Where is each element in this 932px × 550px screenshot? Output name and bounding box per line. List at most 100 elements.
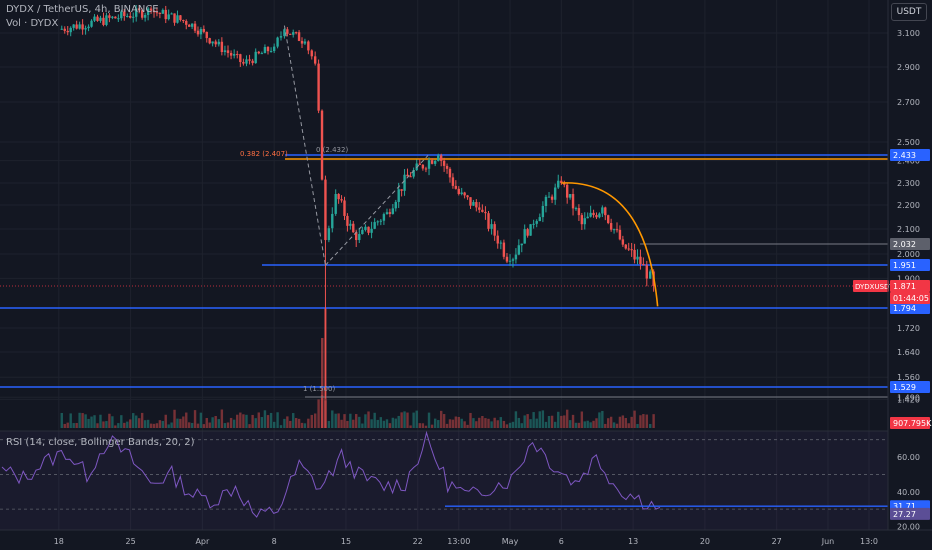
candle-body bbox=[269, 51, 273, 53]
volume-bar bbox=[361, 423, 364, 428]
volume-bar bbox=[63, 423, 66, 428]
candle-body bbox=[105, 15, 108, 25]
volume-bar bbox=[412, 412, 415, 428]
volume-bar bbox=[129, 419, 132, 428]
volume-bar bbox=[126, 421, 129, 428]
volume-bar bbox=[496, 420, 499, 428]
rsi-line bbox=[1, 430, 661, 518]
volume-bar bbox=[636, 424, 639, 428]
time-tick-label: May bbox=[502, 537, 519, 546]
volume-bar bbox=[463, 421, 466, 428]
candle-body bbox=[505, 256, 509, 262]
volume-bar bbox=[508, 422, 512, 428]
candle-body bbox=[457, 188, 460, 194]
time-tick-label: 13:00 bbox=[447, 537, 470, 546]
volume-bar bbox=[460, 418, 463, 428]
candle-body bbox=[481, 209, 484, 212]
volume-bar bbox=[182, 416, 185, 428]
volume-bar bbox=[601, 410, 604, 428]
candle-body bbox=[618, 229, 622, 240]
price-badge-box bbox=[890, 381, 930, 393]
volume-bar bbox=[93, 415, 96, 428]
volume-bar bbox=[571, 414, 575, 428]
volume-bar bbox=[574, 422, 578, 428]
price-tick-label: 1.900 bbox=[897, 274, 920, 283]
volume-bar bbox=[490, 421, 493, 428]
candle-body bbox=[276, 37, 279, 47]
candle-body bbox=[526, 229, 529, 236]
candle-body bbox=[182, 20, 185, 22]
volume-bar bbox=[310, 414, 313, 428]
volume-bar bbox=[517, 417, 521, 428]
candle-body bbox=[331, 213, 334, 229]
volume-bar bbox=[355, 414, 358, 428]
volume-bar bbox=[409, 425, 412, 428]
candle-body bbox=[149, 8, 153, 11]
candle-body bbox=[334, 194, 337, 214]
volume-bar bbox=[437, 420, 440, 428]
volume-bar bbox=[511, 421, 515, 428]
volume-badge-box bbox=[890, 417, 930, 429]
candle-body bbox=[639, 256, 642, 265]
price-tick-label: 2.400 bbox=[897, 157, 920, 166]
candle-body bbox=[523, 229, 526, 244]
time-tick-label: 13 bbox=[628, 537, 638, 546]
rsi-pane bbox=[0, 430, 888, 530]
candle-body bbox=[96, 16, 99, 21]
price-tick-label: 1.640 bbox=[897, 348, 920, 357]
candle-body bbox=[607, 215, 610, 224]
volume-bar bbox=[276, 412, 279, 428]
volume-bar bbox=[245, 414, 248, 428]
volume-bar bbox=[173, 409, 176, 428]
candle-body bbox=[547, 196, 551, 198]
volume-bar bbox=[642, 414, 645, 428]
candle-body bbox=[137, 8, 141, 11]
candle-body bbox=[445, 165, 449, 169]
volume-bar bbox=[433, 418, 437, 428]
volume-bar bbox=[208, 422, 211, 428]
candle-body bbox=[595, 215, 598, 218]
candle-body bbox=[538, 217, 541, 222]
volume-bar bbox=[624, 418, 627, 428]
volume-bar bbox=[394, 418, 397, 428]
volume-bar bbox=[196, 423, 200, 428]
volume-bar bbox=[317, 399, 320, 428]
volume-bar bbox=[604, 423, 607, 428]
candle-body bbox=[412, 170, 415, 177]
volume-bar bbox=[239, 412, 242, 428]
candle-body bbox=[550, 196, 554, 200]
candle-body bbox=[406, 174, 409, 177]
volume-bar bbox=[251, 414, 254, 428]
price-tick-label: 2.000 bbox=[897, 250, 920, 259]
volume-bar bbox=[111, 416, 114, 428]
volume-bar bbox=[199, 412, 203, 428]
volume-bar bbox=[563, 415, 566, 428]
volume-bar bbox=[560, 415, 563, 428]
candle-body bbox=[126, 15, 129, 17]
candle-body bbox=[577, 208, 581, 216]
volume-bar bbox=[81, 413, 84, 428]
volume-bar bbox=[633, 410, 636, 428]
candle-body bbox=[152, 10, 156, 13]
candle-body bbox=[535, 221, 538, 224]
volume-bar bbox=[152, 423, 156, 428]
candle-body bbox=[460, 192, 463, 194]
symbol-legend: DYDX / TetherUS, 4h, BINANCE bbox=[6, 4, 159, 15]
price-tick-label: 3.100 bbox=[897, 29, 920, 38]
candle-body bbox=[90, 20, 93, 27]
candle-body bbox=[541, 206, 545, 218]
volume-bar bbox=[630, 416, 633, 428]
candle-body bbox=[313, 56, 317, 64]
candle-body bbox=[260, 53, 264, 55]
volume-bar bbox=[300, 422, 304, 428]
volume-bar bbox=[223, 423, 227, 428]
candle-body bbox=[370, 228, 373, 233]
candle-body bbox=[340, 199, 343, 201]
currency-button[interactable]: USDT bbox=[891, 3, 927, 21]
candle-body bbox=[196, 30, 200, 35]
volume-bar bbox=[343, 414, 346, 428]
candle-body bbox=[193, 23, 197, 31]
volume-bar bbox=[202, 424, 206, 428]
